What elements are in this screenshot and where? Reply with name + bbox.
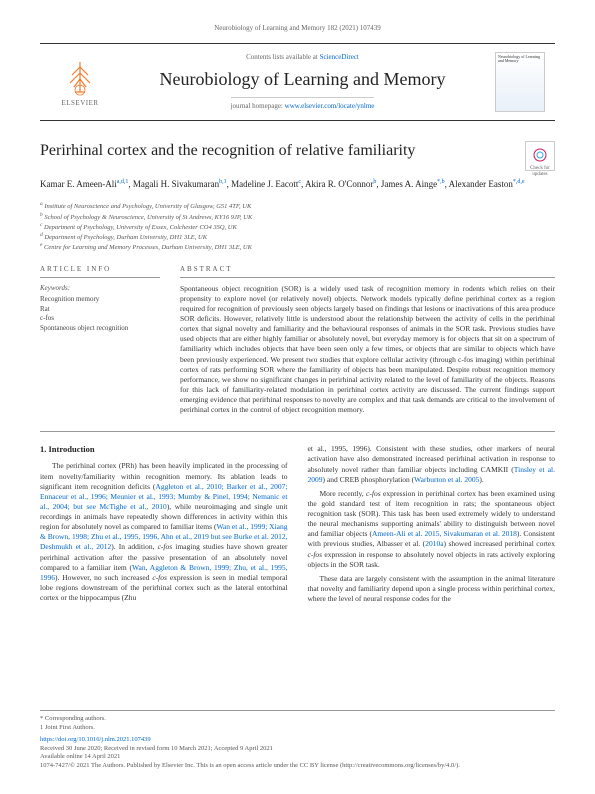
divider bbox=[40, 431, 555, 432]
intro-heading: 1. Introduction bbox=[40, 444, 288, 455]
received-dates: Received 30 June 2020; Received in revis… bbox=[40, 745, 555, 753]
cover-title: Neurobiology of Learning and Memory bbox=[496, 53, 544, 66]
paper-title: Perirhinal cortex and the recognition of… bbox=[40, 141, 555, 162]
abstract-text: Spontaneous object recognition (SOR) is … bbox=[180, 284, 555, 416]
journal-homepage-link[interactable]: www.elsevier.com/locate/ynlme bbox=[285, 102, 375, 110]
keywords-label: Keywords: bbox=[40, 284, 160, 293]
joint-authors-note: 1 Joint First Authors. bbox=[40, 724, 555, 732]
keywords-list: Recognition memoryRatc-fosSpontaneous ob… bbox=[40, 295, 160, 334]
affiliations-list: a Institute of Neuroscience and Psycholo… bbox=[40, 201, 555, 252]
check-updates-icon bbox=[533, 148, 547, 162]
sciencedirect-link[interactable]: ScienceDirect bbox=[320, 53, 359, 61]
journal-cover-thumb: Neurobiology of Learning and Memory bbox=[495, 52, 545, 112]
check-updates-badge[interactable]: Check for updates bbox=[525, 141, 555, 171]
main-content: 1. Introduction The perirhinal cortex (P… bbox=[40, 444, 555, 604]
available-date: Available online 14 April 2021 bbox=[40, 753, 555, 761]
left-column: 1. Introduction The perirhinal cortex (P… bbox=[40, 444, 288, 604]
doi-link[interactable]: https://doi.org/10.1016/j.nlm.2021.10743… bbox=[40, 736, 151, 743]
abstract-head: ABSTRACT bbox=[180, 265, 555, 278]
copyright-line: 1074-7427/© 2021 The Authors. Published … bbox=[40, 762, 555, 770]
contents-line: Contents lists available at ScienceDirec… bbox=[110, 53, 495, 62]
article-info-column: ARTICLE INFO Keywords: Recognition memor… bbox=[40, 265, 160, 416]
corresponding-note: * Corresponding authors. bbox=[40, 715, 555, 723]
journal-homepage-prefix: journal homepage: bbox=[231, 102, 285, 110]
masthead-center: Contents lists available at ScienceDirec… bbox=[110, 53, 495, 112]
journal-name: Neurobiology of Learning and Memory bbox=[110, 68, 495, 91]
abstract-column: ABSTRACT Spontaneous object recognition … bbox=[180, 265, 555, 416]
elsevier-tree-icon bbox=[60, 57, 100, 97]
intro-para-1: The perirhinal cortex (PRh) has been hea… bbox=[40, 461, 288, 603]
authors-list: Kamar E. Ameen-Alia,d,1, Magali H. Sivak… bbox=[40, 178, 555, 192]
right-col-text: et al., 1995, 1996). Consistent with the… bbox=[308, 444, 556, 604]
check-updates-label: Check for updates bbox=[526, 166, 554, 179]
publisher-name: ELSEVIER bbox=[61, 99, 98, 108]
publisher-logo-block: ELSEVIER bbox=[50, 57, 110, 108]
footer-notes: * Corresponding authors. 1 Joint First A… bbox=[40, 710, 555, 770]
running-header: Neurobiology of Learning and Memory 182 … bbox=[40, 24, 555, 33]
journal-homepage: journal homepage: www.elsevier.com/locat… bbox=[231, 97, 375, 111]
article-info-head: ARTICLE INFO bbox=[40, 265, 160, 278]
masthead: ELSEVIER Contents lists available at Sci… bbox=[40, 43, 555, 121]
right-column: et al., 1995, 1996). Consistent with the… bbox=[308, 444, 556, 604]
contents-prefix: Contents lists available at bbox=[246, 53, 320, 61]
